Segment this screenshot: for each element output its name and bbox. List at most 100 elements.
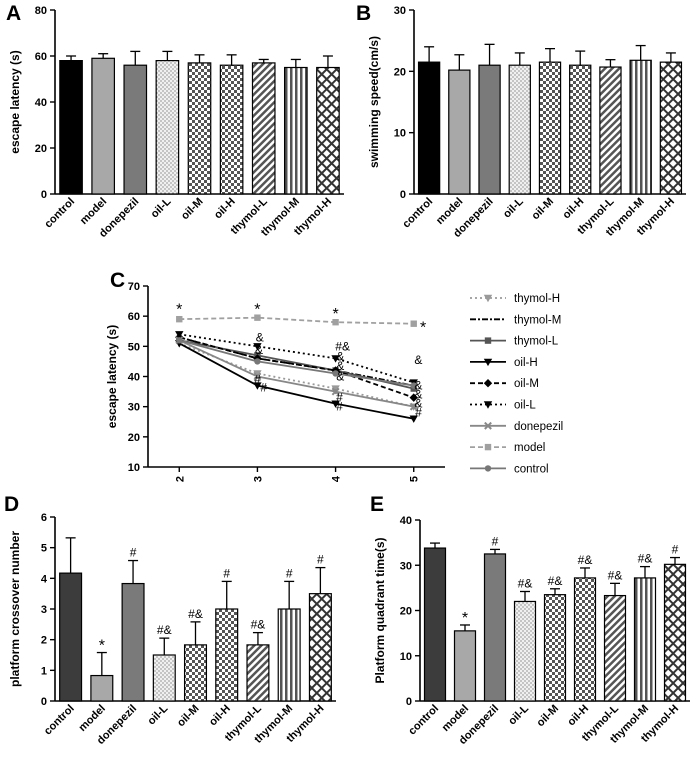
panel-c-point-control xyxy=(332,370,339,377)
panel-c-significance-label: # xyxy=(415,406,422,420)
panel-c-legend-label: thymol-M xyxy=(514,314,561,326)
panel-b-y-axis-title: swimming speed(cm/s) xyxy=(367,36,381,168)
panel-d-significance-label: # xyxy=(223,566,230,580)
panel-c-point-oil-L xyxy=(175,331,184,339)
panel-c-point-oil-H xyxy=(331,400,340,408)
panel-e-significance-label: # xyxy=(672,543,679,557)
panel-a-bar-thymol-L xyxy=(251,62,276,195)
panel-e-bar-control xyxy=(423,547,447,702)
panel-c-point-donepezil xyxy=(331,387,340,396)
panel-e-y-tick-label: 20 xyxy=(400,606,412,618)
panel-c-legend-label: model xyxy=(514,442,545,454)
panel-c-point-oil-L xyxy=(331,355,340,363)
panel-c-point-oil-M xyxy=(409,393,418,402)
panel-e-bar-oil-L xyxy=(513,600,537,702)
panel-b-bar-control xyxy=(417,61,441,195)
panel-b-y-tick-label: 0 xyxy=(400,189,406,201)
panel-c-significance-label: # xyxy=(260,381,267,395)
panel-d-significance-label: #& xyxy=(188,607,203,621)
panel-c-point-model xyxy=(176,315,183,323)
panel-d-bar-donepezil xyxy=(121,582,145,702)
panel-c-legend-label: thymol-H xyxy=(514,293,560,305)
panel-c-legend-marker-oil-M xyxy=(483,379,493,388)
panel-e-significance-label: #& xyxy=(638,552,653,566)
panel-c-y-tick-label: 30 xyxy=(128,402,140,414)
panel-c-legend-label: oil-L xyxy=(514,400,536,412)
panel-d-y-axis-title: platform crossover number xyxy=(8,531,22,687)
panel-d-bar-oil-M xyxy=(183,644,208,702)
panel-a-bar-oil-L xyxy=(155,59,180,195)
panel-c-point-model xyxy=(410,320,417,327)
panel-b-bar-oil-M xyxy=(538,61,562,195)
panel-c-point-thymol-H xyxy=(331,385,340,393)
panel-c-x-tick-label: 2 xyxy=(174,476,186,482)
panel-e-bar-model xyxy=(453,630,477,702)
panel-c-significance-label: & xyxy=(336,370,344,384)
panel-a-y-axis-title: escape latency (s) xyxy=(8,50,22,153)
panel-c-y-axis-title: escape latency (s) xyxy=(105,325,119,428)
panel-a-bar-oil-M xyxy=(187,62,212,195)
panel-c-y-tick-label: 70 xyxy=(128,281,140,293)
panel-c-point-control xyxy=(410,382,417,389)
panel-d-y-tick-label: 2 xyxy=(41,635,47,647)
panel-e-significance-label: * xyxy=(462,610,468,627)
panel-c-legend-marker-model xyxy=(484,443,492,451)
panel-c-legend-marker-control xyxy=(484,465,492,472)
panel-b-y-tick-label: 30 xyxy=(394,5,406,17)
panel-c-legend-marker-oil-H xyxy=(483,358,493,367)
panel-e-y-axis-title: Platform quadrant time(s) xyxy=(373,537,387,683)
panel-d-y-tick-label: 4 xyxy=(41,573,48,585)
panel-e-significance-label: #& xyxy=(518,576,533,590)
panel-a-bar-model xyxy=(91,57,116,195)
panel-c-y-tick-label: 10 xyxy=(128,462,140,474)
panel-d-significance-label: #& xyxy=(251,618,266,632)
panel-d-category-label: oil-H xyxy=(207,703,233,729)
panel-c-point-oil-H xyxy=(253,382,262,390)
panel-d-category-label: oil-L xyxy=(145,702,170,727)
panel-c-legend-label: donepezil xyxy=(514,421,563,433)
panel-a-category-label: oil-M xyxy=(179,196,206,223)
panel-c-point-model xyxy=(332,319,339,326)
panel-d-significance-label: #& xyxy=(157,623,172,637)
panel-d-significance-label: * xyxy=(99,638,105,655)
panel-a-bar-control xyxy=(59,59,83,195)
panel-c-significance-label: & xyxy=(414,379,422,393)
panel-d-significance-label: # xyxy=(286,566,293,580)
panel-e-significance-label: #& xyxy=(608,568,623,582)
panel-e-category-label: oil-H xyxy=(565,703,591,729)
panel-e-y-tick-label: 10 xyxy=(400,651,412,663)
panel-a-y-tick-label: 0 xyxy=(41,189,47,201)
panel-c-legend-marker-thymol-H xyxy=(483,294,493,303)
panel-c-point-donepezil xyxy=(409,402,418,411)
panel-c-legend-marker-donepezil xyxy=(484,421,492,430)
panel-a-category-label: oil-H xyxy=(212,196,238,222)
panel-c-significance-label: * xyxy=(332,306,338,323)
panel-b-bar-oil-L xyxy=(508,64,531,195)
panel-b-y-tick-label: 20 xyxy=(394,66,406,78)
panel-c-series-line-donepezil xyxy=(178,339,414,408)
panel-e-bar-thymol-L xyxy=(603,594,627,702)
panel-d-significance-label: # xyxy=(317,553,324,567)
panel-c-series-line-oil-H xyxy=(178,342,414,420)
panel-d-bar-model xyxy=(90,674,114,702)
panel-c-significance-label: * xyxy=(176,302,182,319)
panel-a-bar-donepezil xyxy=(123,64,148,195)
panel-a-category-label: control xyxy=(42,196,77,231)
panel-c-significance-label: & xyxy=(414,397,422,411)
panel-c-series-line-oil-L xyxy=(179,333,415,384)
panel-c-legend-label: oil-H xyxy=(514,357,538,369)
panel-a-letter: A xyxy=(6,2,21,25)
panel-b-bar-thymol-M xyxy=(629,59,652,195)
panel-d-category-label: control xyxy=(42,703,77,738)
panel-d-significance-label: # xyxy=(130,546,137,560)
panel-c-significance-label: * xyxy=(254,302,260,319)
panel-d-bar-thymol-L xyxy=(246,644,270,702)
panel-e-bar-thymol-M xyxy=(633,577,657,702)
panel-b-bar-model xyxy=(448,69,471,195)
panel-c-x-tick-label: 3 xyxy=(252,476,264,482)
panel-d-y-tick-label: 0 xyxy=(41,696,47,708)
panel-c-chart: C 10 20 30 40 50 60 70 2 3 4 5 escape latency (s) * * *… xyxy=(105,269,563,482)
panel-d-bar-control xyxy=(59,572,83,702)
